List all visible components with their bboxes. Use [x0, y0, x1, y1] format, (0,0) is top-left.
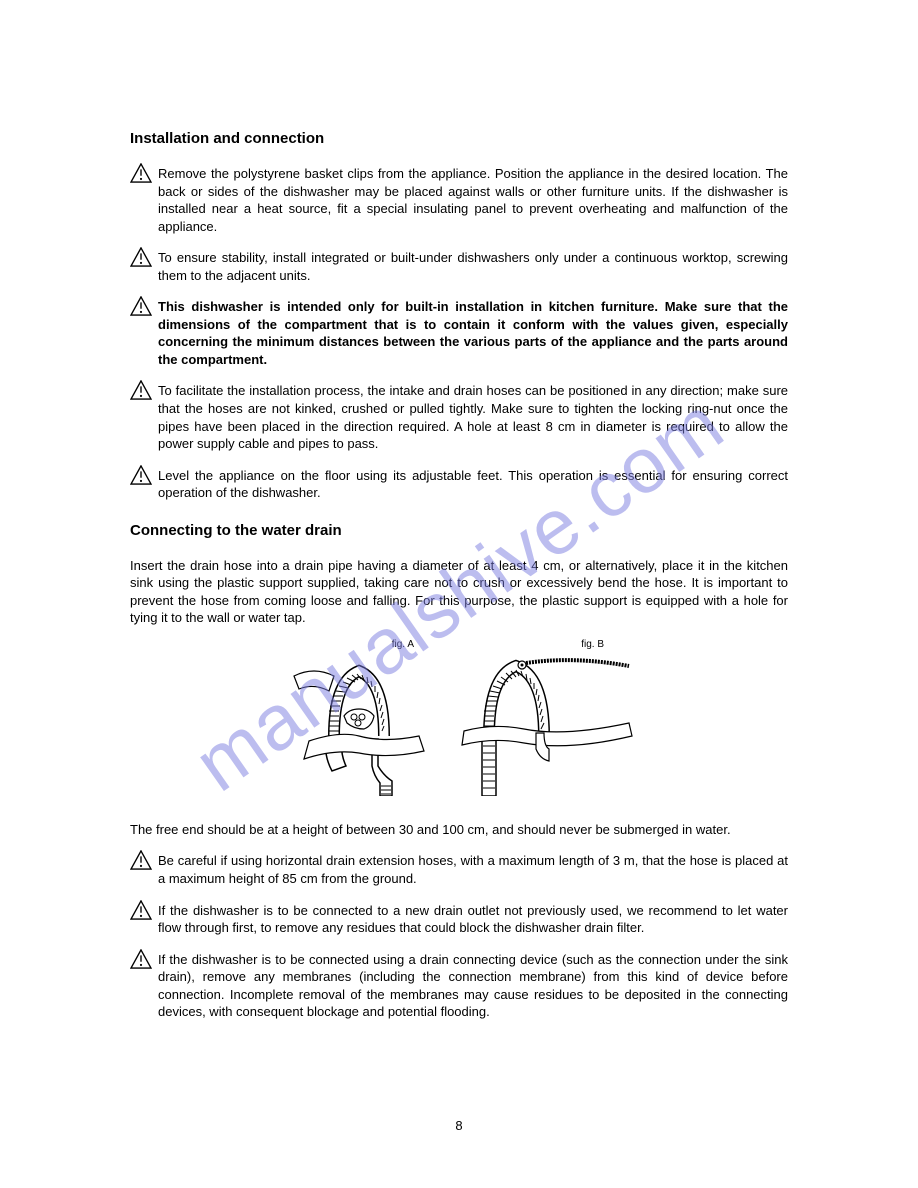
install-p3-text: This dishwasher is intended only for bui… — [158, 298, 788, 368]
warning-icon — [130, 247, 152, 267]
install-p1: Remove the polystyrene basket clips from… — [130, 165, 788, 235]
install-p2: To ensure stability, install integrated … — [130, 249, 788, 284]
drain-p5: If the dishwasher is to be connected usi… — [130, 951, 788, 1021]
drain-p3-text: Be careful if using horizontal drain ext… — [158, 852, 788, 887]
diagram-row: fig. A fig. B — [130, 641, 788, 801]
warning-icon — [130, 296, 152, 316]
drain-p3: Be careful if using horizontal drain ext… — [130, 852, 788, 887]
warning-icon — [130, 380, 152, 400]
install-p5-text: Level the appliance on the floor using i… — [158, 467, 788, 502]
drain-p5-text: If the dishwasher is to be connected usi… — [158, 951, 788, 1021]
warning-icon — [130, 900, 152, 920]
install-p1-text: Remove the polystyrene basket clips from… — [158, 165, 788, 235]
section-title-installation: Installation and connection — [130, 130, 788, 147]
install-p3: This dishwasher is intended only for bui… — [130, 298, 788, 368]
page-number: 8 — [455, 1118, 462, 1133]
drain-p1: Insert the drain hose into a drain pipe … — [130, 557, 788, 627]
install-p5: Level the appliance on the floor using i… — [130, 467, 788, 502]
install-p4: To facilitate the installation process, … — [130, 382, 788, 452]
drain-p4: If the dishwasher is to be connected to … — [130, 902, 788, 937]
page-content: Installation and connection Remove the p… — [0, 0, 918, 1095]
install-p4-text: To facilitate the installation process, … — [158, 382, 788, 452]
fig-a-label: fig. A — [392, 639, 414, 650]
diagram-fig-b: fig. B — [454, 641, 634, 801]
drain-p4-text: If the dishwasher is to be connected to … — [158, 902, 788, 937]
warning-icon — [130, 163, 152, 183]
fig-b-label: fig. B — [581, 639, 604, 650]
warning-icon — [130, 850, 152, 870]
warning-icon — [130, 949, 152, 969]
diagram-fig-a: fig. A — [284, 641, 434, 801]
drain-p2: The free end should be at a height of be… — [130, 821, 788, 839]
warning-icon — [130, 465, 152, 485]
section-title-drain: Connecting to the water drain — [130, 522, 788, 539]
install-p2-text: To ensure stability, install integrated … — [158, 249, 788, 284]
